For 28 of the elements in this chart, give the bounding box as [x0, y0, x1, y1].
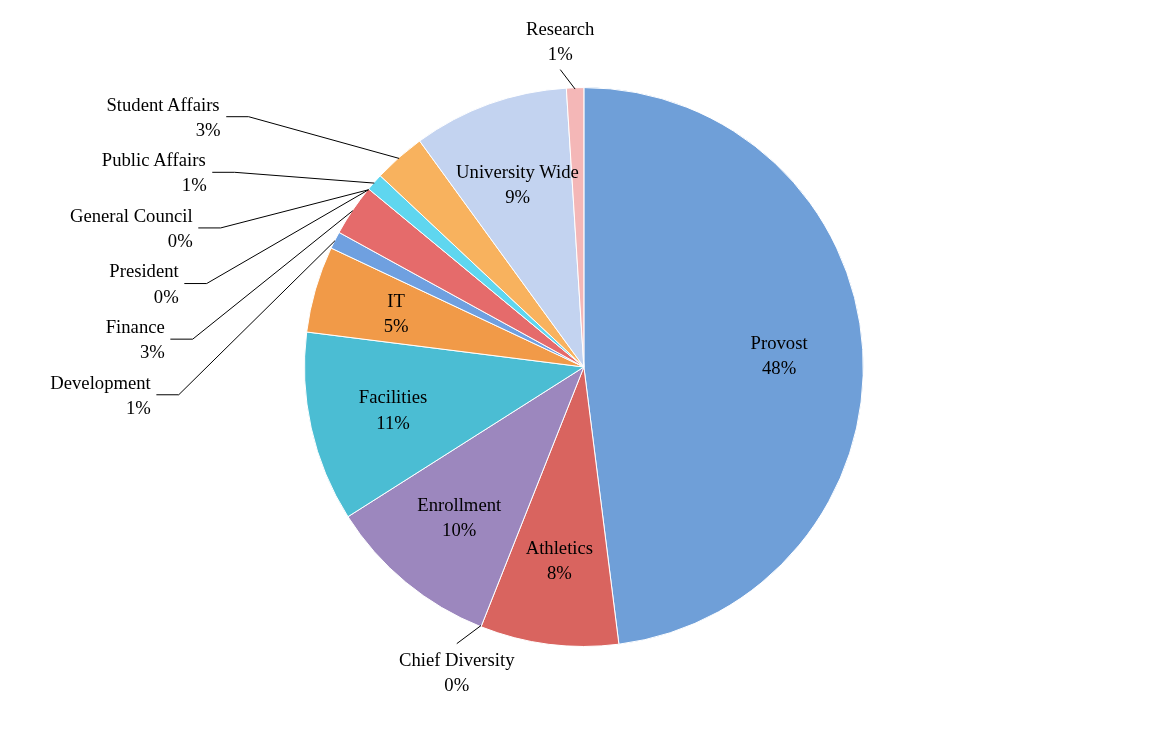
data-label: 3% [195, 118, 221, 140]
data-label: 1% [125, 396, 151, 418]
legend-label: Chief Diversity [399, 649, 516, 671]
slice-label: Research [526, 17, 596, 39]
category-label: President [109, 260, 179, 282]
slice-label: Facilities [358, 386, 428, 408]
data-label: 5% [383, 314, 409, 336]
data-label: 11% [376, 411, 410, 433]
slice-label: Athletics [525, 537, 594, 559]
text: 0% [153, 285, 179, 307]
data-label: 48% [761, 356, 797, 378]
slice-label: Finance [105, 316, 165, 338]
slice-label: Provost [750, 331, 809, 353]
data-label: 1% [181, 174, 207, 196]
data-label: 8% [546, 562, 572, 584]
text: 0% [167, 230, 193, 252]
slice-label: IT [387, 289, 406, 311]
data-label: 3% [139, 341, 165, 363]
slice-label: Enrollment [417, 493, 502, 515]
category-label: General Council [69, 204, 193, 226]
slice-label: Public Affairs [101, 149, 206, 171]
data-label: 10% [442, 519, 477, 541]
slice-label: Development [50, 371, 152, 393]
data-label: 9% [505, 185, 531, 207]
slice-label: Student Affairs [106, 93, 220, 115]
slice-label: University Wide [456, 160, 579, 182]
text: 0% [444, 674, 470, 696]
data-label: 1% [547, 43, 573, 65]
